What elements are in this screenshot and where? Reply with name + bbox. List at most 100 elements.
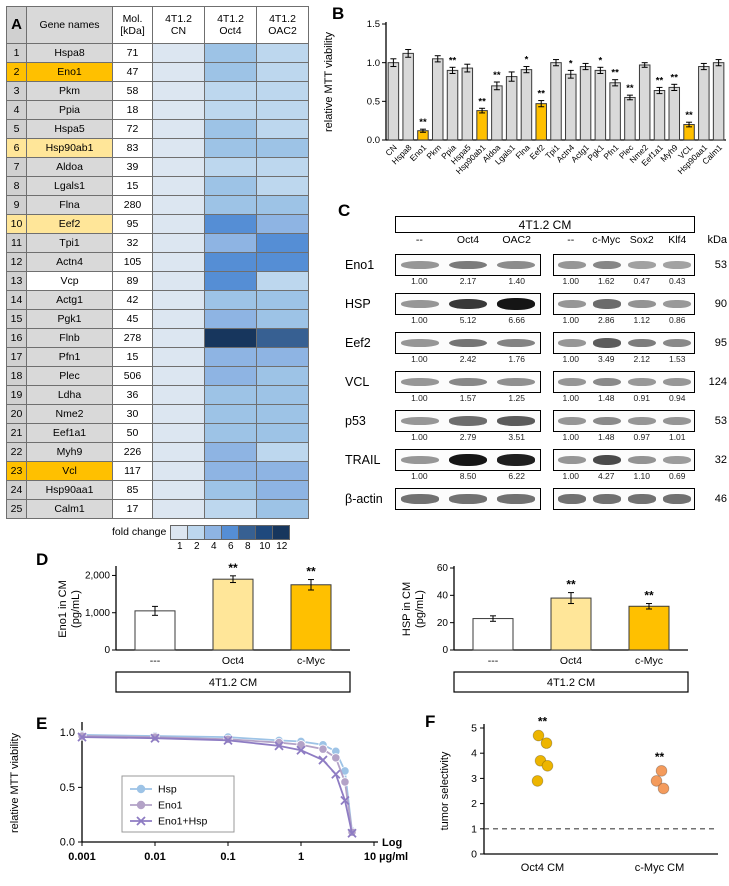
band-value: 1.00 <box>411 315 428 325</box>
y-tick-label: 1.0 <box>367 58 380 69</box>
band-values: 1.00 1.48 0.91 0.94 <box>553 393 695 405</box>
band-value: 1.00 <box>562 432 580 442</box>
blot-lane <box>589 372 624 392</box>
legend-cell: 2 <box>187 525 206 552</box>
legend-tick-label: 2 <box>194 541 200 552</box>
protein-band <box>400 299 440 309</box>
fold-change-cell <box>257 196 309 215</box>
table-row: 17 Pfn1 15 <box>7 348 309 367</box>
blot-lane <box>624 255 659 275</box>
band-value: 2.79 <box>459 432 477 442</box>
y-tick-label: 40 <box>437 591 449 602</box>
row-number: 13 <box>7 272 27 291</box>
row-number: 24 <box>7 481 27 500</box>
blot-group-right: 1.00 1.48 0.91 0.94 <box>553 371 695 405</box>
gene-fold-change-table: A Gene names Mol. [kDa] 4T1.2 CN 4T1.2 Oct4 4… <box>6 6 309 519</box>
y-tick-label: 60 <box>437 563 449 574</box>
fold-change-cell <box>205 158 257 177</box>
blot-lane <box>492 411 540 431</box>
table-row: 5 Hspa5 72 <box>7 120 309 139</box>
fold-change-cell <box>257 158 309 177</box>
protein-band <box>662 299 691 308</box>
bar <box>472 618 514 651</box>
blot-lane <box>554 411 589 431</box>
legend-tick-label: 10 <box>259 541 271 552</box>
bar <box>461 67 474 141</box>
blot-lane <box>492 255 540 275</box>
blot-lane <box>396 372 444 392</box>
significance-label: ** <box>566 578 576 592</box>
data-point-x <box>340 795 350 806</box>
blot-group-right: 1.00 2.86 1.12 0.86 <box>553 293 695 327</box>
protein-band <box>448 298 488 310</box>
blot-row: Eef2 1.00 2.42 1.76 1.00 3.49 2.12 1.53 95 <box>345 332 729 366</box>
blot-group-left: 1.00 8.50 6.22 <box>395 449 541 483</box>
lane-label: c-Myc <box>592 234 621 246</box>
blot-lane <box>589 489 624 509</box>
significance-label: ** <box>449 55 457 66</box>
fold-change-cell <box>153 405 205 424</box>
gene-name: Ldha <box>27 386 113 405</box>
protein-name: VCL <box>345 375 370 389</box>
bar <box>134 610 176 651</box>
y-axis-title: HSP in CM <box>401 582 413 636</box>
row-number: 22 <box>7 443 27 462</box>
bar <box>550 597 592 651</box>
significance-label: * <box>569 58 573 69</box>
condition-header: 4T1.2 Oct4 <box>205 7 257 44</box>
table-row: 18 Plec 506 <box>7 367 309 386</box>
table-row: 8 Lgals1 15 <box>7 177 309 196</box>
bar <box>505 76 518 141</box>
band-value: 1.00 <box>411 354 428 364</box>
bar <box>431 58 444 141</box>
blot-lane <box>492 489 540 509</box>
significance-label: ** <box>611 68 619 79</box>
panel-label-b: B <box>332 4 345 23</box>
fold-change-cell <box>257 82 309 101</box>
gene-name: Hspa5 <box>27 120 113 139</box>
protein-band <box>627 299 656 309</box>
protein-band <box>557 299 586 309</box>
mol-kda-value: 89 <box>113 272 153 291</box>
protein-band <box>448 338 488 348</box>
gene-name: Lgals1 <box>27 177 113 196</box>
protein-band <box>627 416 656 426</box>
x-tick-label: 0.001 <box>68 851 96 863</box>
mol-kda-value: 42 <box>113 291 153 310</box>
bar <box>565 73 577 141</box>
mol-kda-value: 95 <box>113 215 153 234</box>
band-value: 1.00 <box>562 315 580 325</box>
row-number: 6 <box>7 139 27 158</box>
fold-change-cell <box>257 234 309 253</box>
band-value: 1.00 <box>411 276 428 286</box>
band-value: 1.53 <box>668 354 686 364</box>
gene-names-header: Gene names <box>27 7 113 44</box>
gene-name: Ppia <box>27 101 113 120</box>
band-value: 2.42 <box>459 354 477 364</box>
legend-strip: 1 2 4 6 8 10 12 <box>170 525 291 552</box>
band-values: 1.00 1.57 1.25 <box>395 393 541 405</box>
fold-change-cell <box>257 101 309 120</box>
fold-change-cell <box>257 348 309 367</box>
table-row: 21 Eef1a1 50 <box>7 424 309 443</box>
blot-box <box>553 254 695 276</box>
significance-label: ** <box>306 565 316 579</box>
table-row: 13 Vcp 89 <box>7 272 309 291</box>
legend-swatch <box>221 525 240 540</box>
band-value: 2.86 <box>597 315 615 325</box>
scatter-point <box>531 775 544 787</box>
fold-change-cell <box>153 329 205 348</box>
band-values: 1.00 5.12 6.66 <box>395 315 541 327</box>
protein-name: p53 <box>345 414 366 428</box>
blot-box <box>395 449 541 471</box>
band-value: 1.25 <box>508 393 525 403</box>
fold-change-cell <box>257 291 309 310</box>
fold-change-cell <box>205 196 257 215</box>
bar <box>594 69 607 141</box>
protein-band <box>592 416 621 426</box>
blot-box <box>395 332 541 354</box>
band-value: 0.47 <box>633 276 651 286</box>
band-value: 0.43 <box>668 276 686 286</box>
